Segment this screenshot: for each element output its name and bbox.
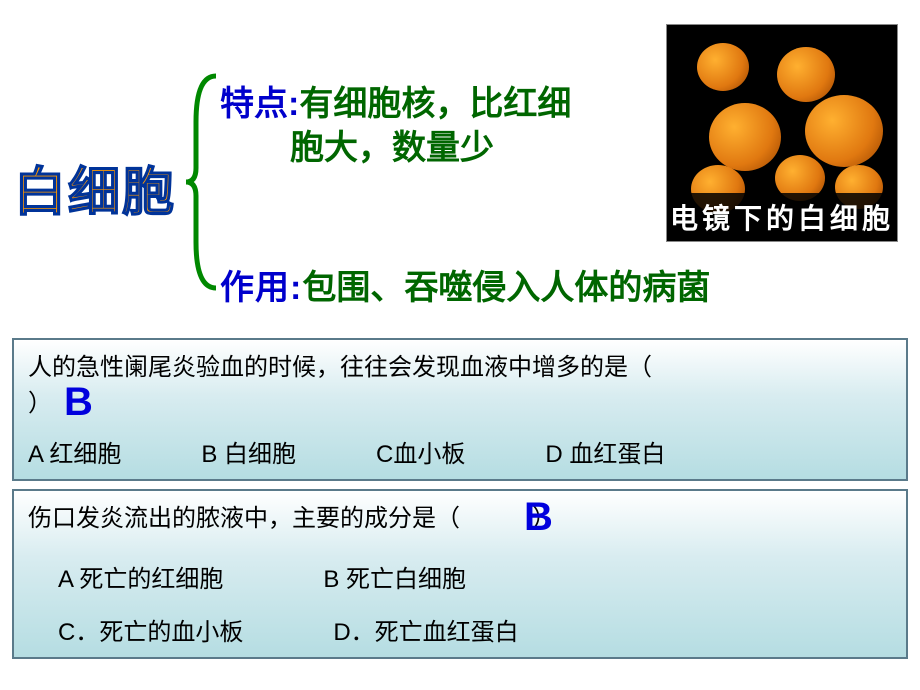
function-text: 包围、吞噬侵入人体的病菌 [302,269,710,307]
q2-option-a: A 死亡的红细胞 [58,559,223,594]
q2-option-c: C．死亡的血小板 [58,612,243,647]
bracket-icon [182,72,222,292]
q1-answer: B [64,380,93,425]
q2-options-row2: C．死亡的血小板 D．死亡血红蛋白 [28,612,892,647]
q1-option-b: B 白细胞 [201,434,296,469]
q2-answer: B [524,495,553,540]
question-2: 伤口发炎流出的脓液中，主要的成分是（ ） B A 死亡的红细胞 B 死亡白细胞 … [12,489,908,659]
q1-option-a: A 红细胞 [28,434,121,469]
q2-option-b: B 死亡白细胞 [323,559,466,594]
feature-row: 特点:有细胞核，比红细 [220,76,670,125]
topic-title: 白细胞 [14,150,176,225]
feature-text-2: 胞大，数量少 [290,120,494,169]
function-row: 作用:包围、吞噬侵入人体的病菌 [220,260,920,309]
cell-blob [777,47,835,102]
q2-option-d: D．死亡血红蛋白 [333,612,518,647]
q1-options: A 红细胞 B 白细胞 C血小板 D 血红蛋白 [28,434,892,469]
top-section: 白细胞 特点:有细胞核，比红细 胞大，数量少 作用:包围、吞噬侵入人体的病菌 电… [0,0,920,330]
q1-option-c: C血小板 [376,434,465,469]
cell-image: 电镜下的白细胞 [666,24,898,242]
feature-text-1: 有细胞核，比红细 [299,85,571,123]
cell-blob [805,95,883,167]
q1-stem-line1: 人的急性阑尾炎验血的时候，往往会发现血液中增多的是（ [28,350,892,386]
cell-blob [709,103,781,171]
q1-stem-line2: ） [28,386,892,422]
q2-stem: 伤口发炎流出的脓液中，主要的成分是（ ） [28,501,892,537]
feature-label: 特点: [220,85,299,123]
question-1: 人的急性阑尾炎验血的时候，往往会发现血液中增多的是（ ） B A 红细胞 B 白… [12,338,908,481]
q2-options-row1: A 死亡的红细胞 B 死亡白细胞 [28,559,892,594]
cell-image-caption: 电镜下的白细胞 [667,193,897,241]
function-label: 作用: [220,269,302,307]
q1-option-d: D 血红蛋白 [545,434,665,469]
cell-blob [697,43,749,91]
